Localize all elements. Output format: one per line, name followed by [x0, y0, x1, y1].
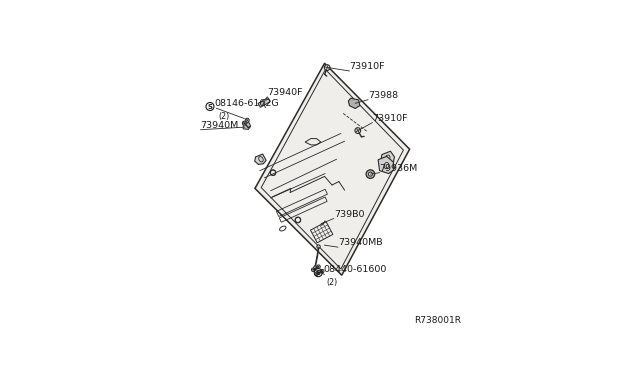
Text: 73940F: 73940F: [268, 88, 303, 97]
Text: R738001R: R738001R: [414, 316, 461, 325]
Polygon shape: [378, 156, 394, 173]
Text: (2): (2): [219, 112, 230, 121]
Circle shape: [321, 269, 324, 273]
Circle shape: [355, 128, 361, 134]
Text: 739B0: 739B0: [333, 209, 364, 218]
Circle shape: [317, 265, 320, 268]
Text: 73988: 73988: [368, 91, 398, 100]
Text: 73940MB: 73940MB: [338, 238, 383, 247]
Circle shape: [245, 118, 249, 122]
Polygon shape: [381, 151, 394, 165]
Polygon shape: [258, 98, 270, 108]
Text: 73940M: 73940M: [200, 121, 239, 130]
Text: S: S: [316, 270, 321, 276]
Text: (2): (2): [327, 278, 338, 287]
Circle shape: [314, 266, 317, 269]
Polygon shape: [255, 154, 266, 164]
Polygon shape: [243, 122, 251, 129]
Text: S: S: [207, 103, 212, 109]
Text: 73910F: 73910F: [349, 62, 385, 71]
Polygon shape: [255, 63, 410, 275]
Circle shape: [312, 268, 315, 272]
Circle shape: [324, 65, 330, 70]
Text: 79936M: 79936M: [380, 164, 418, 173]
Text: 08440-61600: 08440-61600: [323, 265, 387, 275]
Circle shape: [369, 172, 372, 176]
Text: 08146-6162G: 08146-6162G: [215, 99, 280, 108]
Polygon shape: [348, 98, 360, 109]
Text: 73910F: 73910F: [372, 113, 408, 122]
Circle shape: [315, 272, 318, 276]
Circle shape: [317, 245, 320, 248]
Circle shape: [243, 121, 246, 125]
Circle shape: [366, 170, 374, 179]
